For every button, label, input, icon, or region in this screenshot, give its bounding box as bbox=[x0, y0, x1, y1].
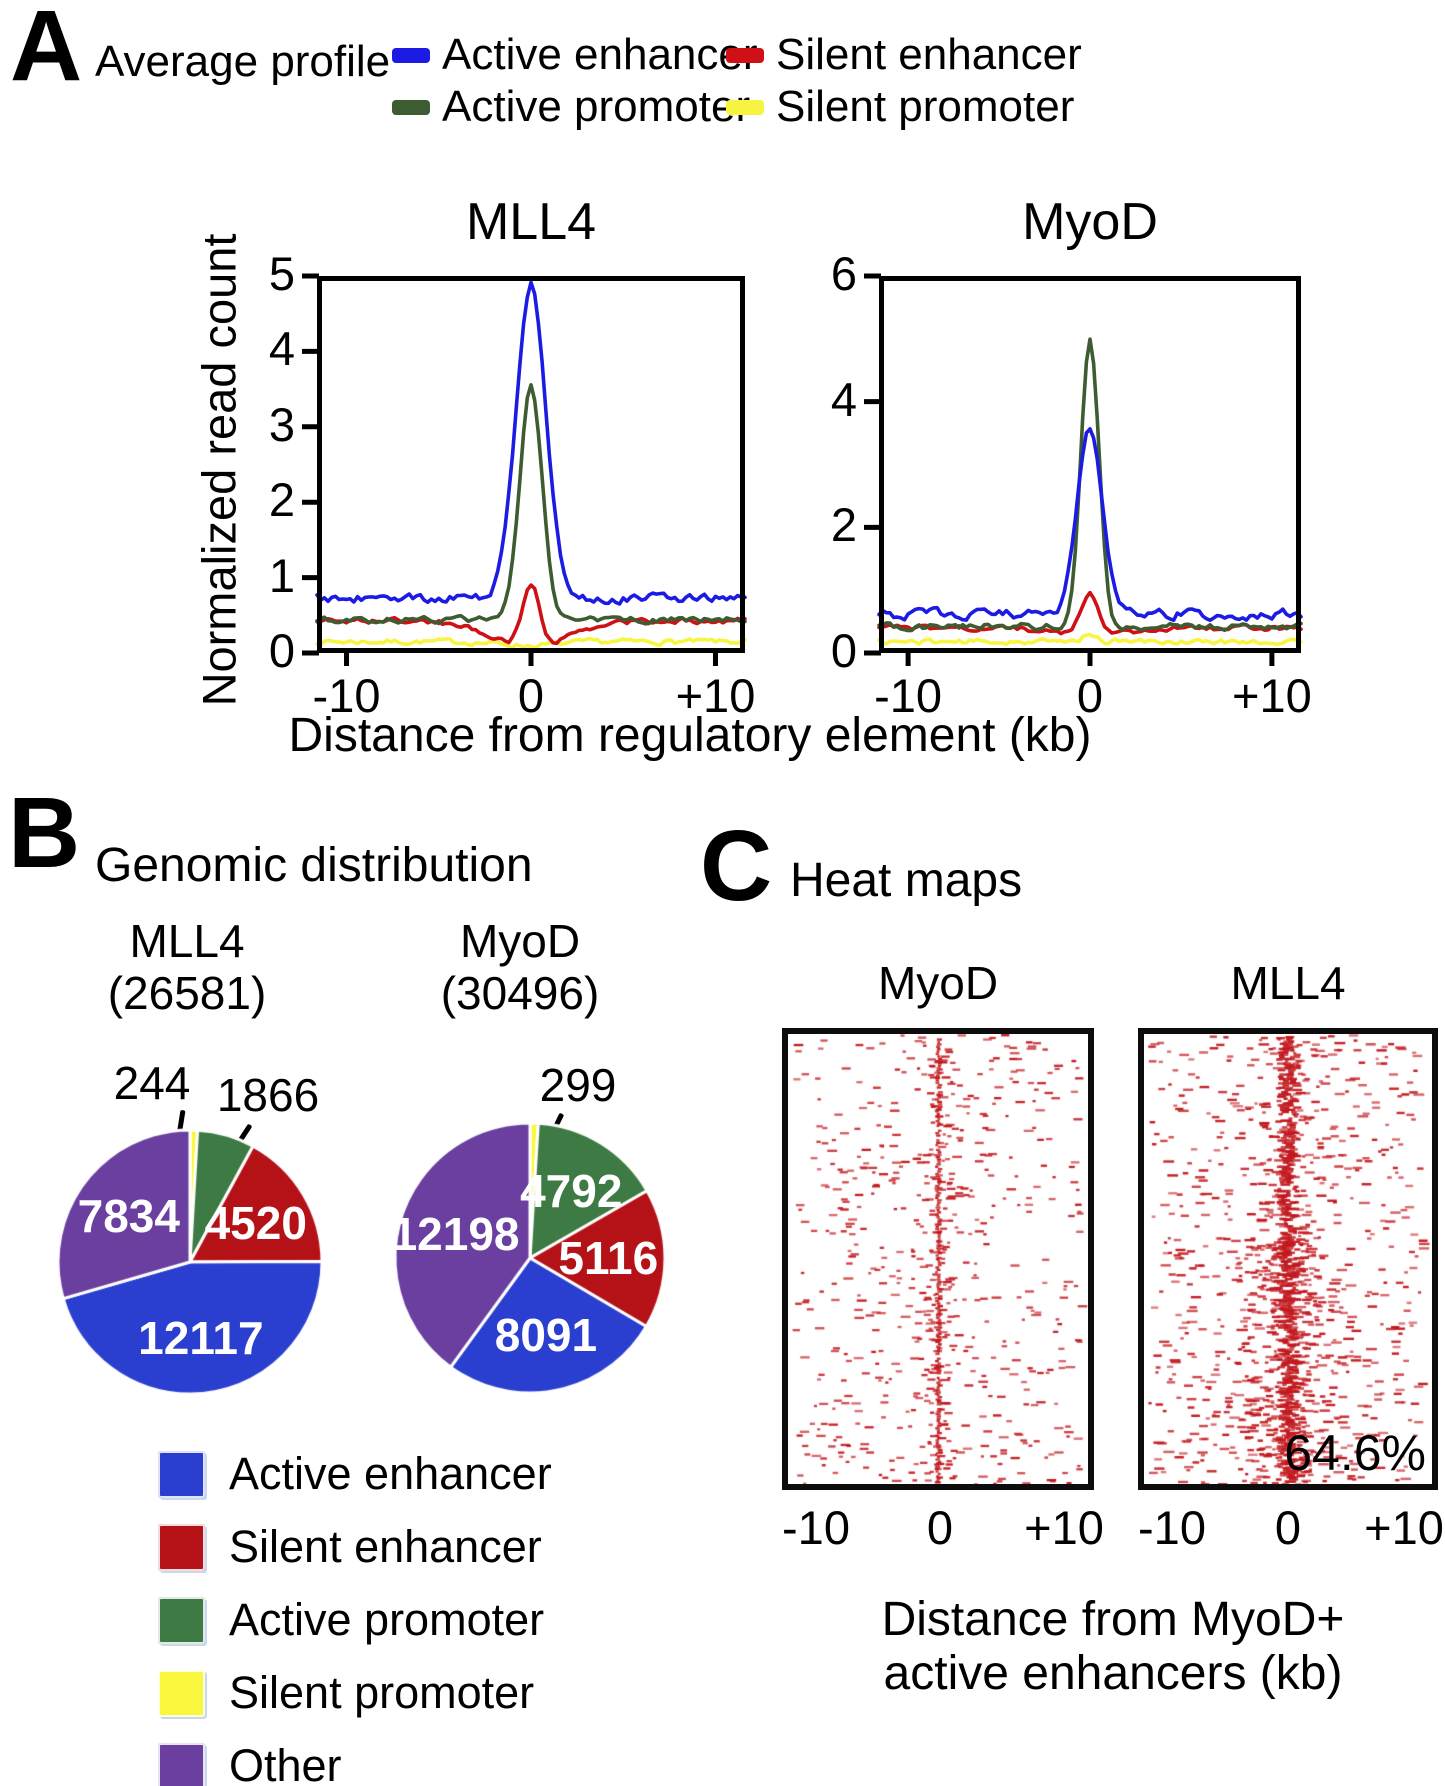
y-tick-label: 0 bbox=[830, 624, 857, 677]
legend-label: Active enhancer bbox=[442, 30, 758, 79]
myod-pie-total: (30496) bbox=[440, 966, 600, 1019]
mll4-pie-canvas bbox=[40, 1112, 340, 1412]
y-tick-label: 3 bbox=[268, 397, 295, 451]
legend-item-silent-enhancer: Silent enhancer bbox=[726, 30, 1082, 80]
pie-legend-item: Active enhancer bbox=[158, 1448, 552, 1500]
mll4-pie-name: MLL4 bbox=[129, 915, 245, 967]
active-promoter-swatch-icon bbox=[392, 99, 430, 115]
myod-profile-plot: 0 2 4 6 -10 0 +10 bbox=[831, 248, 1312, 721]
myod-pie-chart: 4792 5116 8091 12198 bbox=[380, 1108, 680, 1408]
pie-slice-label: 12198 bbox=[391, 1207, 520, 1260]
pie-legend: Active enhancer Silent enhancer Active p… bbox=[158, 1448, 552, 1786]
y-axis-label: Normalized read count bbox=[192, 233, 246, 707]
pie-legend-item: Active promoter bbox=[158, 1594, 552, 1646]
x-tick-label: -10 bbox=[312, 669, 381, 722]
pie-slice-label: 7834 bbox=[77, 1189, 180, 1242]
callout-silent-promoter-mll4: 244 bbox=[113, 1057, 191, 1109]
pie-legend-item: Silent enhancer bbox=[158, 1521, 552, 1573]
silent-enhancer-square-icon bbox=[158, 1523, 205, 1571]
callout-silent-promoter-myod: 299 bbox=[539, 1059, 617, 1111]
panel-a-letter: A bbox=[10, 0, 83, 102]
pie-legend-item: Silent promoter bbox=[158, 1667, 552, 1719]
silent-enhancer-swatch-icon bbox=[726, 47, 764, 63]
pie-slice-label: 4792 bbox=[520, 1165, 623, 1218]
active-promoter-square-icon bbox=[158, 1596, 205, 1644]
heatmap-xtick: 0 bbox=[1274, 1501, 1302, 1554]
y-tick-label: 4 bbox=[830, 372, 857, 426]
panel-b-letter: B bbox=[8, 777, 81, 889]
pie-slice-label: 12117 bbox=[138, 1311, 264, 1364]
heatmap-xtick: +10 bbox=[1364, 1501, 1444, 1554]
mll4-heatmap-canvas bbox=[1144, 1034, 1432, 1484]
x-tick-label: +10 bbox=[1232, 669, 1312, 722]
y-tick-label: 1 bbox=[268, 548, 295, 602]
silent-promoter-swatch-icon bbox=[726, 99, 764, 115]
y-tick-label: 2 bbox=[830, 498, 857, 552]
heatmap-xtick: -10 bbox=[1138, 1501, 1206, 1554]
pie-legend-label: Active enhancer bbox=[229, 1448, 552, 1499]
myod-pie-canvas bbox=[380, 1108, 680, 1408]
pie-legend-label: Silent promoter bbox=[229, 1667, 535, 1718]
overlap-percentage-annotation: 64.6% bbox=[1284, 1425, 1426, 1481]
myod-heatmap-canvas bbox=[788, 1034, 1088, 1484]
other-square-icon bbox=[158, 1742, 205, 1786]
mll4-pie-total: (26581) bbox=[107, 966, 267, 1019]
silent-promoter-square-icon bbox=[158, 1669, 205, 1717]
panel-c-letter: C bbox=[700, 810, 773, 922]
legend-item-active-enhancer: Active enhancer bbox=[392, 30, 758, 80]
legend-item-silent-promoter: Silent promoter bbox=[726, 82, 1074, 132]
active-enhancer-swatch-icon bbox=[392, 47, 430, 63]
panel-a-title: Average profile bbox=[95, 37, 391, 86]
panel-b-title: Genomic distribution bbox=[95, 839, 533, 892]
y-tick-label: 6 bbox=[830, 247, 857, 300]
y-tick-label: 5 bbox=[268, 247, 295, 300]
pie-legend-item: Other bbox=[158, 1740, 552, 1786]
mll4-profile-plot: 0 1 2 3 4 5 -10 0 +10 bbox=[269, 248, 755, 721]
x-axis-label: Distance from regulatory element (kb) bbox=[288, 709, 1092, 762]
myod-heatmap-title: MyoD bbox=[877, 957, 999, 1009]
mll4-profile-title: MLL4 bbox=[465, 193, 597, 251]
myod-heatmap bbox=[782, 1028, 1094, 1490]
y-tick-label: 4 bbox=[268, 322, 295, 376]
pie-slice-label: 5116 bbox=[558, 1232, 659, 1285]
x-tick-label: -10 bbox=[874, 669, 943, 722]
mll4-heatmap bbox=[1138, 1028, 1438, 1490]
pie-legend-label: Silent enhancer bbox=[229, 1521, 542, 1572]
mll4-pie-header: MLL4 (26581) bbox=[107, 915, 267, 1019]
y-tick-label: 2 bbox=[268, 473, 295, 527]
legend-label: Active promoter bbox=[442, 82, 751, 131]
myod-profile-title: MyoD bbox=[1022, 193, 1158, 251]
mll4-pie-chart: 4520 12117 7834 bbox=[40, 1112, 340, 1412]
x-tick-label: 0 bbox=[1076, 669, 1104, 722]
heatmap-xtick: 0 bbox=[926, 1501, 954, 1554]
myod-pie-name: MyoD bbox=[459, 915, 581, 967]
heatmap-xtick: -10 bbox=[782, 1501, 850, 1554]
pie-slice-label: 4520 bbox=[204, 1196, 307, 1249]
y-tick-label: 0 bbox=[268, 624, 295, 677]
heatmap-x-axis-label-line2: active enhancers (kb) bbox=[883, 1647, 1343, 1700]
legend-label: Silent promoter bbox=[776, 82, 1075, 131]
heatmap-x-axis-label-line1: Distance from MyoD+ bbox=[881, 1593, 1345, 1646]
legend-label: Silent enhancer bbox=[776, 30, 1082, 79]
pie-slice-label: 8091 bbox=[494, 1308, 598, 1361]
x-tick-label: +10 bbox=[675, 669, 756, 722]
x-tick-label: 0 bbox=[517, 669, 545, 722]
legend-item-active-promoter: Active promoter bbox=[392, 82, 750, 132]
mll4-heatmap-title: MLL4 bbox=[1230, 957, 1346, 1009]
heatmap-xtick: +10 bbox=[1024, 1501, 1104, 1554]
myod-pie-header: MyoD (30496) bbox=[440, 915, 600, 1019]
panel-c-title: Heat maps bbox=[790, 854, 1023, 907]
pie-legend-label: Active promoter bbox=[229, 1594, 545, 1645]
pie-legend-label: Other bbox=[229, 1740, 342, 1786]
active-enhancer-square-icon bbox=[158, 1450, 205, 1498]
